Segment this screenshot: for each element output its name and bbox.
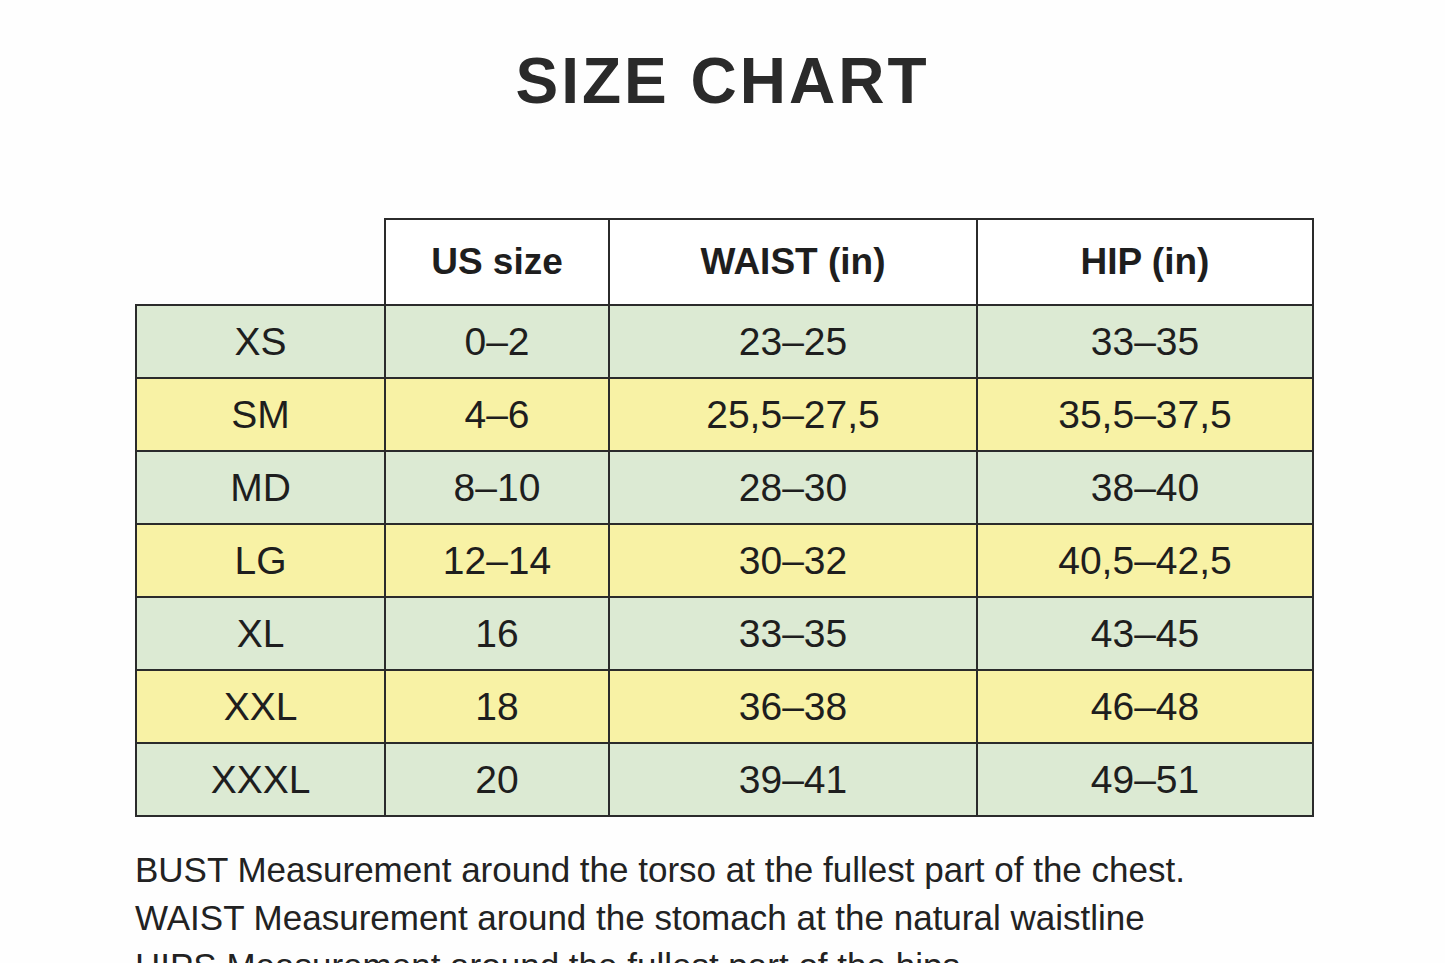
us-size-value: 16: [385, 597, 609, 670]
size-label: XXXL: [136, 743, 385, 816]
waist-value: 36–38: [609, 670, 977, 743]
us-size-value: 18: [385, 670, 609, 743]
waist-value: 33–35: [609, 597, 977, 670]
page-title: SIZE CHART: [0, 46, 1445, 116]
note-waist: WAIST Measurement around the stomach at …: [135, 894, 1375, 942]
us-size-value: 4–6: [385, 378, 609, 451]
note-bust: BUST Measurement around the torso at the…: [135, 846, 1375, 894]
hip-value: 49–51: [977, 743, 1313, 816]
size-label: SM: [136, 378, 385, 451]
corner-cell: [136, 219, 385, 305]
us-size-value: 8–10: [385, 451, 609, 524]
hip-value: 38–40: [977, 451, 1313, 524]
column-header-waist: WAIST (in): [609, 219, 977, 305]
us-size-value: 0–2: [385, 305, 609, 378]
table-row-xl: XL 16 33–35 43–45: [136, 597, 1313, 670]
waist-value: 28–30: [609, 451, 977, 524]
table-row-md: MD 8–10 28–30 38–40: [136, 451, 1313, 524]
hip-value: 35,5–37,5: [977, 378, 1313, 451]
size-chart-table: US size WAIST (in) HIP (in) XS 0–2 23–25…: [135, 218, 1314, 817]
waist-value: 39–41: [609, 743, 977, 816]
table-row-sm: SM 4–6 25,5–27,5 35,5–37,5: [136, 378, 1313, 451]
size-label: MD: [136, 451, 385, 524]
waist-value: 30–32: [609, 524, 977, 597]
size-label: XL: [136, 597, 385, 670]
column-header-us-size: US size: [385, 219, 609, 305]
note-hips: HIPS Measurement around the fullest part…: [135, 942, 1375, 963]
table-row-lg: LG 12–14 30–32 40,5–42,5: [136, 524, 1313, 597]
measurement-notes: BUST Measurement around the torso at the…: [135, 846, 1375, 963]
column-header-hip: HIP (in): [977, 219, 1313, 305]
table-row-xs: XS 0–2 23–25 33–35: [136, 305, 1313, 378]
table-row-xxl: XXL 18 36–38 46–48: [136, 670, 1313, 743]
table-row-xxxl: XXXL 20 39–41 49–51: [136, 743, 1313, 816]
size-label: LG: [136, 524, 385, 597]
waist-value: 25,5–27,5: [609, 378, 977, 451]
header-row: US size WAIST (in) HIP (in): [136, 219, 1313, 305]
size-chart-page: SIZE CHART US size WAIST (in) HIP (in) X…: [0, 46, 1445, 963]
hip-value: 40,5–42,5: [977, 524, 1313, 597]
size-label: XS: [136, 305, 385, 378]
us-size-value: 20: [385, 743, 609, 816]
size-label: XXL: [136, 670, 385, 743]
us-size-value: 12–14: [385, 524, 609, 597]
hip-value: 43–45: [977, 597, 1313, 670]
hip-value: 46–48: [977, 670, 1313, 743]
waist-value: 23–25: [609, 305, 977, 378]
hip-value: 33–35: [977, 305, 1313, 378]
